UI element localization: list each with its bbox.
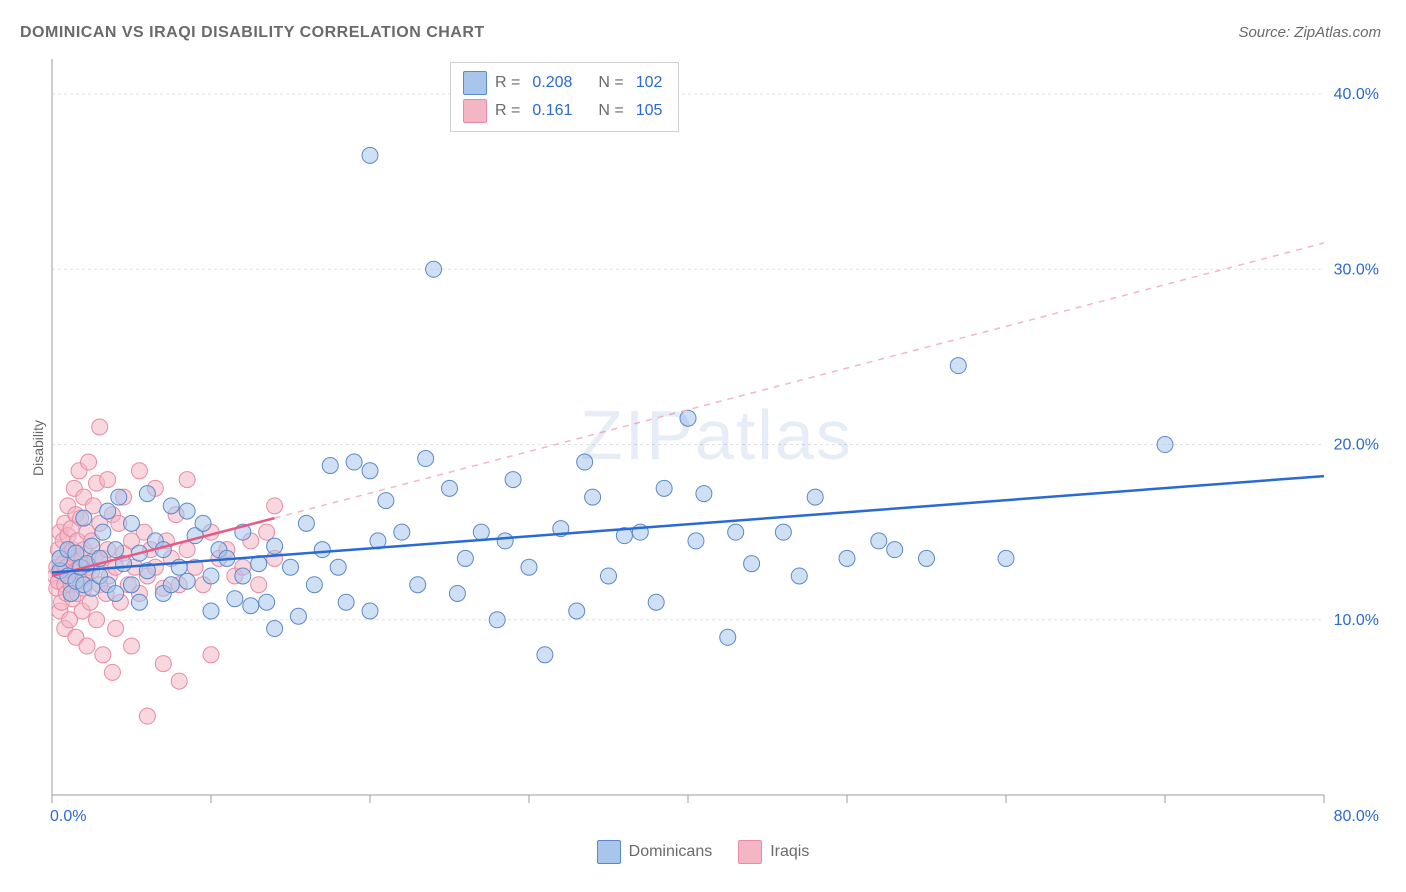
chart-container: DOMINICAN VS IRAQI DISABILITY CORRELATIO… [0,0,1406,892]
legend-swatch-dominicans [597,840,621,864]
svg-text:10.0%: 10.0% [1334,612,1379,629]
n-value-iraqis: 105 [636,102,663,120]
stats-legend: R = 0.208 N = 102 R = 0.161 N = 105 [450,62,679,132]
scatter-plot: 10.0% 20.0% 30.0% 40.0% 0.0% 80.0% [48,55,1388,825]
stats-row-iraqis: R = 0.161 N = 105 [463,97,666,125]
n-label: N = [598,74,623,92]
legend-label-iraqis: Iraqis [770,843,809,861]
n-value-dominicans: 102 [636,74,663,92]
svg-text:0.0%: 0.0% [50,808,86,825]
bottom-legend: Dominicans Iraqis [0,840,1406,864]
r-value-iraqis: 0.161 [532,102,572,120]
stats-row-dominicans: R = 0.208 N = 102 [463,69,666,97]
r-label: R = [495,74,520,92]
legend-item-iraqis: Iraqis [738,840,809,864]
legend-label-dominicans: Dominicans [629,843,713,861]
source-attribution: Source: ZipAtlas.com [1238,24,1381,41]
r-value-dominicans: 0.208 [532,74,572,92]
swatch-iraqis [463,99,487,123]
legend-item-dominicans: Dominicans [597,840,713,864]
svg-text:30.0%: 30.0% [1334,261,1379,278]
chart-title: DOMINICAN VS IRAQI DISABILITY CORRELATIO… [20,24,485,42]
r-label: R = [495,102,520,120]
swatch-dominicans [463,71,487,95]
legend-swatch-iraqis [738,840,762,864]
y-axis-label: Disability [30,420,46,476]
svg-text:40.0%: 40.0% [1334,86,1379,103]
svg-text:80.0%: 80.0% [1334,808,1379,825]
n-label: N = [598,102,623,120]
svg-text:20.0%: 20.0% [1334,437,1379,454]
